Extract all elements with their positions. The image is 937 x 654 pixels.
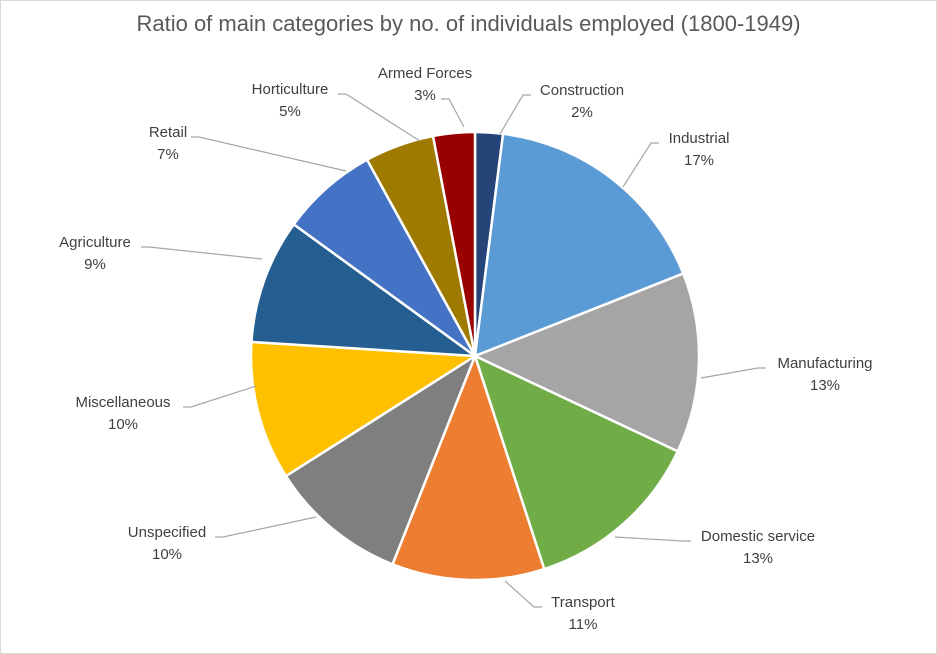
slice-percent-unspecified: 10% xyxy=(152,546,182,563)
slice-percent-domestic-service: 13% xyxy=(743,550,773,567)
pie-slice-industrial xyxy=(473,132,685,358)
leader-lines xyxy=(141,93,766,608)
leader-line-manufacturing xyxy=(700,367,766,379)
slice-label-retail: Retail xyxy=(149,124,187,141)
slice-label-industrial: Industrial xyxy=(669,130,730,147)
pie-slice-manufacturing xyxy=(471,271,701,454)
slice-percent-industrial: 17% xyxy=(684,152,714,169)
slice-label-transport: Transport xyxy=(551,594,615,611)
slice-percent-retail: 7% xyxy=(157,146,179,163)
slice-label-horticulture: Horticulture xyxy=(252,81,329,98)
slice-label-domestic-service: Domestic service xyxy=(701,528,815,545)
slice-percent-transport: 11% xyxy=(569,616,598,633)
slice-label-agriculture: Agriculture xyxy=(59,234,131,251)
slice-percent-construction: 2% xyxy=(571,104,593,121)
leader-line-domestic-service xyxy=(614,536,691,542)
slice-label-armed-forces: Armed Forces xyxy=(378,65,472,82)
pie-slice-unspecified xyxy=(284,352,478,566)
slice-label-miscellaneous: Miscellaneous xyxy=(75,394,170,411)
slice-percent-horticulture: 5% xyxy=(279,103,301,120)
pie-slice-domestic-service xyxy=(472,353,680,571)
pie-slices xyxy=(249,130,701,582)
slice-labels: Construction 2% Industrial 17% Manufacturing… xyxy=(59,65,872,633)
slice-label-construction: Construction xyxy=(540,82,624,99)
slice-label-manufacturing: Manufacturing xyxy=(777,355,872,372)
leader-line-retail xyxy=(191,136,347,172)
pie-slice-agriculture xyxy=(250,222,480,358)
chart-title: Ratio of main categories by no. of indiv… xyxy=(136,11,801,36)
slice-percent-manufacturing: 13% xyxy=(810,377,840,394)
pie-slice-miscellaneous xyxy=(249,340,479,478)
leader-line-armed-forces xyxy=(441,98,465,128)
slice-percent-miscellaneous: 10% xyxy=(108,416,138,433)
pie-slice-transport xyxy=(390,352,546,582)
leader-line-industrial xyxy=(622,142,659,188)
slice-percent-armed-forces: 3% xyxy=(414,87,436,104)
slice-percent-agriculture: 9% xyxy=(84,256,106,273)
slice-label-unspecified: Unspecified xyxy=(128,524,206,541)
pie-slice-armed-forces xyxy=(431,130,477,357)
leader-line-transport xyxy=(504,580,542,608)
leader-line-unspecified xyxy=(215,516,317,538)
leader-line-horticulture xyxy=(338,93,421,142)
leader-line-agriculture xyxy=(141,246,263,260)
leader-line-construction xyxy=(499,94,531,135)
leader-line-miscellaneous xyxy=(183,385,257,408)
